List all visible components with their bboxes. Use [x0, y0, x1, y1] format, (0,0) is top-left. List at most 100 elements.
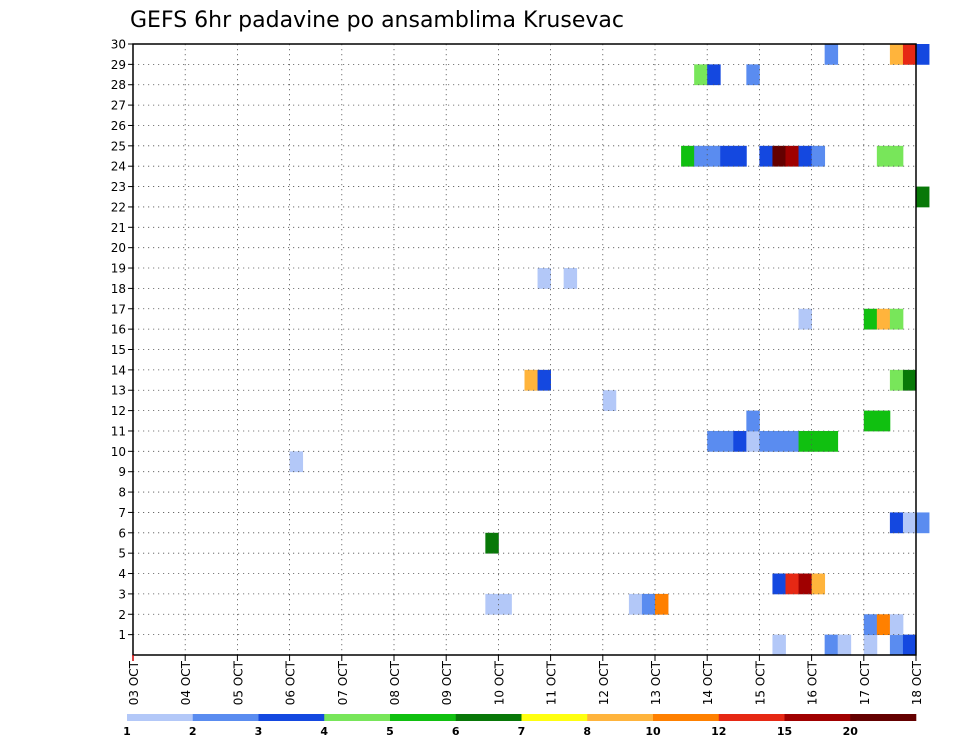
x-tick-label: 03 OCT: [127, 660, 141, 705]
colorbar-swatch: [192, 714, 259, 721]
y-axis: 1234567891011121314151617181920212223242…: [111, 38, 133, 642]
heatmap-cell: [746, 410, 760, 432]
colorbar-label: 4: [320, 725, 328, 738]
colorbar-label: 8: [583, 725, 591, 738]
heatmap-cell: [798, 430, 812, 452]
y-tick-label: 6: [118, 526, 126, 540]
heatmap-cell: [537, 369, 551, 391]
y-tick-label: 18: [111, 282, 126, 296]
x-tick-label: 10 OCT: [492, 660, 506, 705]
heatmap-cell: [772, 145, 786, 167]
heatmap-cell: [785, 430, 799, 452]
heatmap-cell: [733, 145, 747, 167]
y-tick-label: 20: [111, 241, 126, 255]
y-tick-label: 7: [118, 506, 126, 520]
heatmap-cell: [628, 593, 643, 615]
heatmap-cell: [889, 308, 904, 330]
heatmap-cell: [798, 145, 812, 167]
colorbar-label: 5: [386, 725, 394, 738]
x-tick-label: 12 OCT: [597, 660, 611, 705]
heatmap-cell: [746, 430, 760, 452]
y-tick-label: 24: [111, 160, 126, 174]
heatmap-cell: [824, 430, 839, 452]
heatmap-cell: [707, 430, 721, 452]
y-tick-label: 3: [118, 587, 126, 601]
heatmap-cell: [772, 430, 786, 452]
heatmap-cell: [889, 634, 904, 656]
heatmap-cell: [902, 512, 917, 534]
y-tick-label: 15: [111, 343, 126, 357]
heatmap-cell: [811, 573, 826, 595]
x-tick-label: 04 OCT: [179, 660, 193, 705]
heatmap-cell: [902, 634, 917, 656]
heatmap-cell: [485, 532, 499, 554]
colorbar-label: 12: [711, 725, 726, 738]
y-tick-label: 12: [111, 404, 126, 418]
y-tick-label: 26: [111, 119, 126, 133]
heatmap-cell: [824, 44, 839, 65]
heatmap-cell: [537, 268, 551, 289]
heatmap-cell: [498, 593, 512, 615]
colorbar-swatch: [127, 714, 194, 721]
heatmap-cell: [889, 614, 904, 636]
colorbar-label: 15: [777, 725, 792, 738]
heatmap-cell: [837, 634, 852, 656]
x-tick-label: 16 OCT: [806, 660, 820, 705]
heatmap-cell: [655, 593, 669, 615]
heatmap-cell: [772, 573, 786, 595]
colorbar-label: 20: [843, 725, 859, 738]
heatmap-cell: [733, 430, 747, 452]
x-axis: 03 OCT 04 OCT 05 OCT 06 OCT 07 OCT 08 OCT 09 O…: [127, 655, 924, 705]
colorbar-swatch: [521, 714, 588, 721]
heatmap-cell: [485, 593, 499, 615]
colorbar-label: 1: [123, 725, 131, 738]
heatmap-cell: [889, 512, 904, 534]
heatmap-cell: [863, 308, 878, 330]
colorbar-swatch: [258, 714, 325, 721]
y-tick-label: 23: [111, 180, 126, 194]
grid-lines: [133, 44, 916, 655]
y-tick-label: 29: [111, 58, 126, 72]
y-tick-label: 28: [111, 78, 126, 92]
heatmap-cell: [746, 64, 760, 86]
heatmap-cells: [289, 44, 930, 656]
y-tick-label: 17: [111, 302, 126, 316]
heatmap-cell: [798, 308, 812, 330]
heatmap-cell: [902, 44, 917, 65]
heatmap-cell: [602, 390, 617, 411]
heatmap-cell: [694, 64, 708, 86]
colorbar: 1 2 3 4 5 6 7 8 10 12 15 20: [123, 714, 917, 738]
heatmap-cell: [772, 634, 786, 656]
colorbar-label: 6: [452, 725, 460, 738]
colorbar-swatch: [718, 714, 785, 721]
x-tick-label: 05 OCT: [231, 660, 245, 705]
heatmap-cell: [889, 369, 904, 391]
chart-title: GEFS 6hr padavine po ansamblima Krusevac: [130, 8, 624, 33]
heatmap-cell: [902, 369, 917, 391]
y-tick-label: 19: [111, 262, 126, 276]
heatmap-cell: [876, 308, 891, 330]
x-tick-label: 18 OCT: [910, 660, 924, 705]
y-tick-label: 2: [118, 608, 126, 622]
heatmap-cell: [876, 410, 891, 432]
y-tick-label: 22: [111, 200, 126, 214]
colorbar-label: 10: [645, 725, 661, 738]
heatmap-cell: [785, 573, 799, 595]
heatmap-cell: [694, 145, 708, 167]
heatmap-cell: [824, 634, 839, 656]
x-tick-label: 08 OCT: [388, 660, 402, 705]
x-tick-label: 13 OCT: [649, 660, 663, 705]
colorbar-swatch: [390, 714, 457, 721]
heatmap-cell: [524, 369, 538, 391]
heatmap-cell: [876, 145, 891, 167]
heatmap-cell: [916, 186, 930, 208]
heatmap-cell: [759, 145, 773, 167]
y-tick-label: 5: [118, 547, 126, 561]
x-tick-label: 17 OCT: [858, 660, 872, 705]
x-tick-label: 14 OCT: [701, 660, 715, 705]
y-tick-label: 13: [111, 384, 126, 398]
colorbar-label: 2: [189, 725, 197, 738]
heatmap-cell: [876, 614, 891, 636]
y-tick-label: 1: [118, 628, 126, 642]
